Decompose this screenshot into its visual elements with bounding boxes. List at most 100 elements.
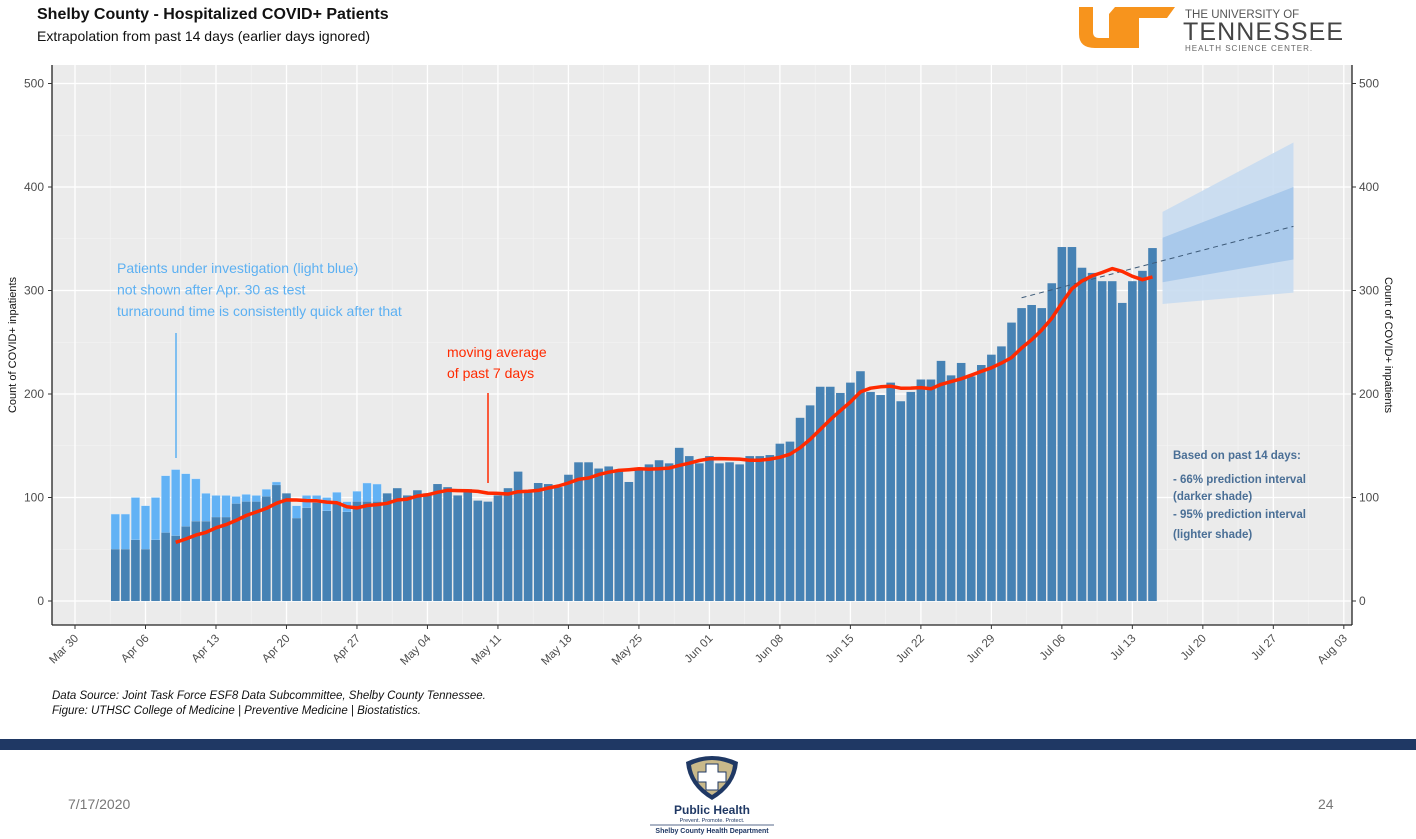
confirmed-bar bbox=[584, 462, 593, 601]
x-tick-label: May 11 bbox=[470, 633, 505, 668]
confirmed-bar bbox=[342, 511, 352, 601]
confirmed-bar bbox=[282, 493, 291, 601]
confirmed-bar bbox=[503, 488, 513, 601]
y-axis-title-right: Count of COVID+ inpatients bbox=[1382, 277, 1394, 414]
confirmed-bar bbox=[433, 484, 442, 601]
public-health-logo: Public Health Prevent. Promote. Protect.… bbox=[650, 756, 774, 835]
confirmed-bar bbox=[332, 501, 342, 601]
confirmed-bar bbox=[896, 401, 906, 601]
confirmed-bar bbox=[664, 463, 674, 601]
confirmed-bar bbox=[372, 501, 382, 601]
confirmed-bar bbox=[785, 441, 795, 601]
confirmed-bar bbox=[110, 549, 120, 601]
confirmed-bar bbox=[362, 501, 372, 601]
x-tick-label: May 25 bbox=[610, 633, 645, 668]
pui-bar bbox=[261, 489, 271, 497]
confirmed-bar bbox=[392, 488, 402, 601]
x-tick-label: Apr 13 bbox=[190, 633, 222, 665]
confirmed-bar bbox=[866, 391, 875, 601]
confirmed-bar bbox=[956, 362, 966, 601]
confirmed-bar bbox=[292, 518, 301, 601]
pui-bar bbox=[161, 475, 171, 533]
confirmed-bar bbox=[201, 521, 211, 601]
confirmed-bar bbox=[1148, 248, 1157, 601]
confirmed-bar bbox=[463, 489, 473, 601]
confirmed-bar bbox=[1007, 322, 1016, 601]
confirmed-bar bbox=[251, 501, 261, 601]
x-tick-label: Jun 29 bbox=[965, 633, 998, 666]
pui-bar bbox=[322, 497, 332, 512]
confirmed-bar bbox=[715, 463, 724, 601]
moving-average-annotation-text: of past 7 days bbox=[447, 365, 534, 381]
confirmed-bar bbox=[121, 549, 130, 601]
y-tick-label-right: 300 bbox=[1359, 284, 1379, 298]
confirmed-bar bbox=[634, 468, 644, 601]
svg-text:Public Health: Public Health bbox=[674, 803, 750, 817]
x-tick-label: Apr 20 bbox=[260, 633, 292, 665]
y-tick-label: 300 bbox=[24, 284, 44, 298]
confirmed-bar bbox=[513, 471, 523, 601]
x-tick-label: Mar 30 bbox=[47, 633, 81, 667]
pui-bar bbox=[211, 495, 221, 518]
chart-subtitle: Extrapolation from past 14 days (earlier… bbox=[37, 28, 371, 44]
confirmed-bar bbox=[131, 539, 140, 601]
confirmed-bar bbox=[1138, 270, 1147, 601]
confirmed-bar bbox=[846, 382, 855, 601]
x-tick-label: Apr 27 bbox=[331, 633, 363, 665]
confirmed-bar bbox=[936, 360, 946, 601]
confirmed-bar bbox=[906, 391, 916, 601]
pui-bar bbox=[221, 495, 231, 518]
slide-date: 7/17/2020 bbox=[68, 796, 131, 812]
y-tick-label: 400 bbox=[24, 180, 44, 194]
confirmed-bar bbox=[695, 463, 704, 601]
pui-bar bbox=[352, 491, 362, 502]
confirmed-bar bbox=[312, 502, 321, 601]
pui-bar bbox=[241, 494, 251, 502]
confirmed-bar bbox=[624, 481, 634, 601]
pui-bar bbox=[130, 497, 140, 541]
pui-bar bbox=[251, 495, 261, 502]
confirmed-bar bbox=[493, 495, 503, 601]
confirmed-bar bbox=[987, 354, 996, 601]
pui-bar bbox=[120, 513, 130, 550]
confirmed-bar bbox=[1017, 308, 1026, 601]
hospitalization-chart: 0 0 100 100 200 200 300 300 400 400 500 500 Mar 30 Ap… bbox=[7, 65, 1394, 668]
prediction-legend-text: - 95% prediction interval bbox=[1173, 509, 1306, 521]
confirmed-bar bbox=[1057, 247, 1067, 601]
confirmed-bar bbox=[221, 517, 231, 601]
confirmed-bar bbox=[574, 462, 583, 601]
y-tick-label-right: 200 bbox=[1359, 387, 1379, 401]
pui-bar bbox=[140, 505, 150, 550]
confirmed-bar bbox=[231, 503, 241, 601]
confirmed-bar bbox=[977, 365, 986, 601]
confirmed-bar bbox=[614, 471, 624, 601]
prediction-legend-text: - 66% prediction interval bbox=[1173, 474, 1306, 486]
pui-bar bbox=[191, 478, 201, 522]
data-source-note: Data Source: Joint Task Force ESF8 Data … bbox=[52, 690, 486, 702]
confirmed-bar bbox=[382, 493, 392, 601]
confirmed-bar bbox=[684, 456, 694, 601]
confirmed-bar bbox=[725, 462, 734, 601]
svg-text:Prevent. Promote. Protect.: Prevent. Promote. Protect. bbox=[680, 818, 745, 824]
confirmed-bar bbox=[262, 496, 271, 601]
confirmed-bar bbox=[533, 483, 543, 601]
confirmed-bar bbox=[1067, 247, 1077, 601]
confirmed-bar bbox=[735, 464, 744, 601]
confirmed-bar bbox=[564, 474, 573, 601]
y-tick-label: 500 bbox=[24, 77, 44, 91]
confirmed-bar bbox=[1027, 304, 1036, 601]
confirmed-bar bbox=[765, 455, 775, 601]
confirmed-bar bbox=[604, 466, 614, 601]
confirmed-bar bbox=[191, 521, 201, 601]
pui-bar bbox=[231, 496, 241, 504]
confirmed-bar bbox=[594, 468, 603, 601]
y-axis-title: Count of COVID+ inpatients bbox=[7, 276, 19, 413]
moving-average-annotation-text: moving average bbox=[447, 344, 547, 360]
confirmed-bar bbox=[674, 447, 684, 601]
confirmed-bar bbox=[302, 507, 311, 601]
figure-credit-note: Figure: UTHSC College of Medicine | Prev… bbox=[52, 705, 422, 717]
x-tick-label: Jul 27 bbox=[1249, 633, 1279, 663]
confirmed-bar bbox=[161, 532, 170, 601]
pui-bar bbox=[110, 513, 120, 550]
confirmed-bar bbox=[745, 456, 754, 601]
